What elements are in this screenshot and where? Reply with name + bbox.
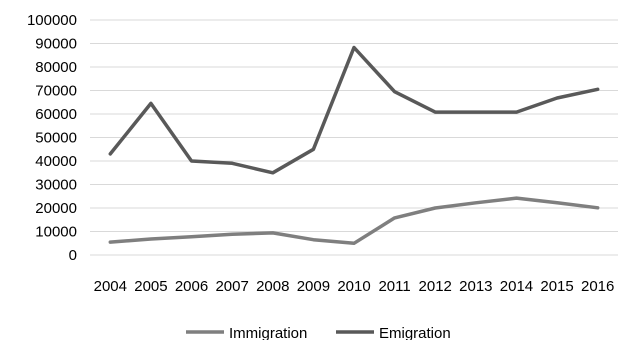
- gridlines: [90, 19, 618, 232]
- y-axis-tick-labels: 0 10000 20000 30000 40000 50000 60000 70000 8000…: [27, 12, 77, 264]
- x-tick-label: 2007: [215, 278, 248, 295]
- y-tick-label: 100000: [27, 12, 77, 29]
- x-tick-label: 2004: [94, 278, 127, 295]
- y-tick-label: 30000: [35, 177, 77, 194]
- y-tick-label: 90000: [35, 36, 77, 53]
- x-tick-label: 2011: [378, 278, 410, 295]
- x-tick-label: 2006: [175, 278, 208, 295]
- x-tick-label: 2014: [500, 278, 533, 295]
- series-line-emigration: [108, 45, 600, 175]
- x-tick-label: 2015: [540, 278, 573, 295]
- x-tick-label: 2005: [134, 278, 167, 295]
- x-tick-label: 2016: [581, 278, 614, 295]
- legend-label-emigration: Emigration: [379, 325, 451, 340]
- y-tick-label: 80000: [35, 59, 77, 76]
- y-tick-label: 60000: [35, 106, 77, 123]
- x-tick-label: 2009: [297, 278, 330, 295]
- legend-label-immigration: Immigration: [229, 325, 307, 340]
- y-tick-label: 40000: [35, 153, 77, 170]
- x-axis-tick-labels: 2004 2005 2006 2007 2008 2009 2010 2011 2012 2013…: [94, 278, 615, 295]
- series-line-immigration: [108, 196, 600, 246]
- y-tick-label: 0: [69, 247, 77, 264]
- y-tick-label: 20000: [35, 200, 77, 217]
- y-tick-label: 10000: [35, 224, 77, 241]
- y-tick-label: 50000: [35, 130, 77, 147]
- x-tick-label: 2010: [337, 278, 370, 295]
- x-tick-label: 2013: [459, 278, 492, 295]
- y-tick-label: 70000: [35, 83, 77, 100]
- x-tick-label: 2012: [419, 278, 452, 295]
- legend: Immigration Emigration: [186, 325, 451, 340]
- series-lines: [108, 45, 600, 246]
- x-tick-label: 2008: [256, 278, 289, 295]
